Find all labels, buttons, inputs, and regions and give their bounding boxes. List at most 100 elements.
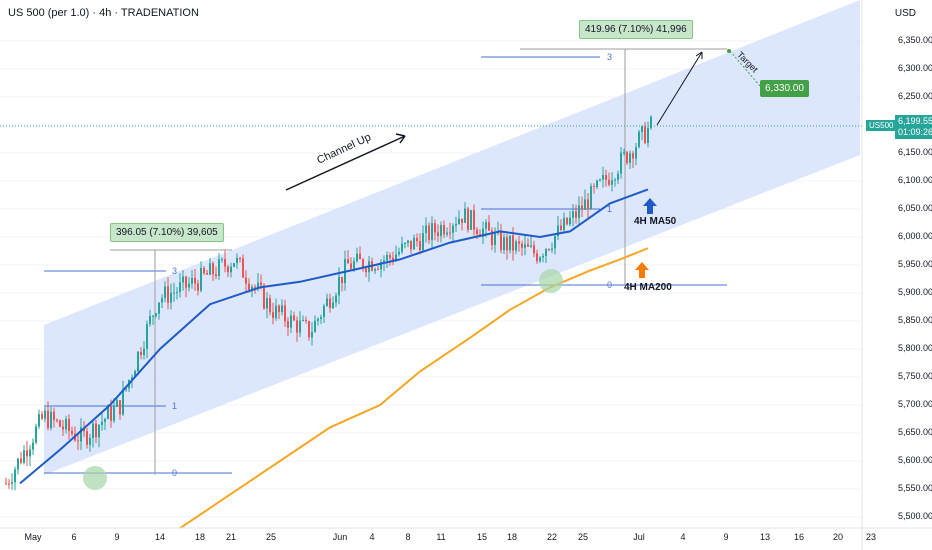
candle-body: [434, 223, 436, 233]
candle-body: [608, 179, 610, 185]
candle-body: [239, 257, 241, 259]
candle-body: [29, 449, 31, 457]
candle-body: [260, 282, 262, 286]
candle-body: [152, 315, 154, 317]
candle-body: [80, 427, 82, 442]
candle-body: [293, 315, 295, 321]
ma200-up-arrow: [635, 262, 649, 278]
candle-body: [317, 318, 319, 321]
target-arrow: [656, 51, 703, 126]
candle-body: [167, 286, 169, 303]
channel-up-band: [44, 0, 860, 475]
candle-body: [272, 312, 274, 319]
pullback-highlight-left: [83, 466, 107, 490]
candle-body: [581, 205, 583, 210]
x-tick-label: May: [24, 532, 42, 542]
candle-body: [614, 179, 616, 181]
candle-body: [506, 237, 508, 251]
ma50-up-arrow: [643, 198, 657, 214]
candle-body: [296, 320, 298, 333]
candle-body: [413, 237, 415, 250]
candle-body: [125, 388, 127, 390]
candle-body: [14, 469, 16, 483]
fib-right-0: 0: [607, 280, 613, 290]
candle-body: [44, 410, 46, 419]
candle-body: [185, 276, 187, 288]
candle-body: [281, 305, 283, 313]
candle-body: [302, 319, 304, 321]
candle-body: [593, 186, 595, 188]
candle-body: [530, 245, 532, 247]
candle-body: [458, 218, 460, 224]
candle-body: [101, 421, 103, 425]
candle-body: [386, 254, 388, 261]
candle-body: [278, 305, 280, 313]
x-tick-label: 6: [71, 532, 77, 542]
candle-body: [197, 283, 199, 291]
candle-body: [617, 173, 619, 180]
candle-body: [485, 222, 487, 229]
candle-body: [131, 377, 133, 381]
candle-body: [431, 223, 433, 241]
candle-body: [113, 406, 115, 421]
candle-body: [320, 317, 322, 319]
candle-body: [224, 259, 226, 267]
candle-body: [551, 248, 553, 250]
x-tick-label: 22: [546, 532, 558, 542]
y-tick-label: 5,650.00: [898, 427, 932, 437]
candle-body: [449, 232, 451, 234]
candle-body: [191, 277, 193, 284]
y-tick-label: 5,550.00: [898, 483, 932, 493]
candle-body: [377, 268, 379, 270]
x-tick-label: 13: [759, 532, 771, 542]
candle-body: [437, 232, 439, 237]
candle-body: [242, 258, 244, 278]
candle-body: [425, 225, 427, 234]
x-tick-label: 9: [114, 532, 120, 542]
candle-body: [422, 233, 424, 251]
candle-body: [362, 259, 364, 269]
candle-body: [188, 283, 190, 288]
candle-body: [233, 263, 235, 267]
candle-body: [374, 268, 376, 271]
candle-body: [647, 127, 649, 143]
candle-body: [401, 243, 403, 252]
candle-body: [5, 483, 7, 485]
candle-body: [38, 414, 40, 427]
candle-body: [620, 152, 622, 174]
y-tick-label: 6,050.00: [898, 203, 932, 213]
candle-body: [332, 302, 334, 309]
candle-body: [269, 298, 271, 313]
y-tick-label: 5,900.00: [898, 287, 932, 297]
candle-body: [410, 240, 412, 250]
candle-body: [509, 235, 511, 251]
y-tick-label: 6,300.00: [898, 63, 932, 73]
candle-body: [200, 267, 202, 291]
measure-label-left: 396.05 (7.10%) 39,605: [110, 223, 224, 242]
candle-body: [491, 230, 493, 245]
candle-body: [254, 286, 256, 288]
x-tick-label: 11: [436, 532, 446, 542]
candle-body: [71, 431, 73, 434]
candle-body: [518, 241, 520, 244]
x-tick-label: 8: [405, 532, 411, 542]
candle-body: [176, 292, 178, 294]
candle-body: [635, 147, 637, 159]
candle-body: [35, 426, 37, 443]
candle-body: [23, 450, 25, 463]
candle-body: [626, 152, 628, 163]
candle-body: [398, 251, 400, 255]
candle-body: [251, 286, 253, 290]
candle-body: [524, 244, 526, 248]
candle-body: [416, 237, 418, 242]
candle-body: [134, 371, 136, 378]
candle-body: [218, 259, 220, 276]
candle-body: [107, 406, 109, 419]
candle-body: [164, 286, 166, 299]
markers: [83, 49, 761, 490]
candle-body: [575, 211, 577, 218]
candle-body: [263, 285, 265, 309]
candle-body: [65, 418, 67, 430]
candle-body: [314, 320, 316, 333]
